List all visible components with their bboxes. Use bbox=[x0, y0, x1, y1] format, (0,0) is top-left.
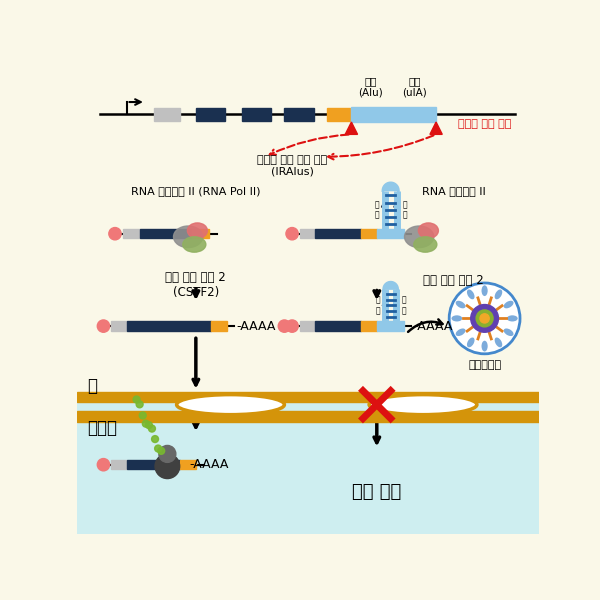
Circle shape bbox=[97, 320, 110, 332]
Ellipse shape bbox=[507, 316, 518, 322]
Bar bbox=[77, 411, 539, 422]
Text: 핵: 핵 bbox=[87, 377, 97, 395]
Circle shape bbox=[136, 401, 143, 408]
Ellipse shape bbox=[418, 223, 439, 238]
Bar bbox=[300, 229, 315, 238]
Circle shape bbox=[476, 310, 493, 327]
Circle shape bbox=[148, 425, 155, 432]
Bar bbox=[181, 460, 196, 469]
Text: 세포질: 세포질 bbox=[87, 419, 117, 437]
Bar bbox=[361, 229, 377, 238]
Ellipse shape bbox=[503, 328, 514, 336]
Bar bbox=[77, 395, 539, 534]
Ellipse shape bbox=[494, 289, 502, 299]
Ellipse shape bbox=[467, 337, 475, 347]
Polygon shape bbox=[383, 183, 398, 191]
Ellipse shape bbox=[173, 226, 203, 248]
Circle shape bbox=[97, 458, 110, 471]
Bar bbox=[127, 460, 181, 469]
Ellipse shape bbox=[176, 395, 284, 415]
Bar bbox=[77, 72, 539, 395]
Ellipse shape bbox=[414, 237, 437, 252]
Ellipse shape bbox=[455, 328, 466, 336]
Text: -AAAA: -AAAA bbox=[236, 320, 275, 332]
Circle shape bbox=[139, 412, 146, 419]
Text: 뒤
엉: 뒤 엉 bbox=[402, 200, 407, 220]
Ellipse shape bbox=[482, 285, 488, 296]
Bar bbox=[315, 229, 361, 238]
Text: -AAAA: -AAAA bbox=[413, 320, 452, 332]
Text: 뒤엉
(uIA): 뒤엉 (uIA) bbox=[402, 76, 427, 97]
Text: 번역 억제: 번역 억제 bbox=[352, 482, 401, 500]
Bar bbox=[196, 108, 225, 121]
Bar bbox=[140, 229, 192, 238]
Bar bbox=[192, 229, 209, 238]
Text: 알
루: 알 루 bbox=[375, 296, 380, 315]
Text: 알루
(Alu): 알루 (Alu) bbox=[358, 76, 383, 97]
Text: RNA 중합효소 II: RNA 중합효소 II bbox=[422, 187, 485, 196]
Circle shape bbox=[278, 320, 290, 332]
Circle shape bbox=[449, 283, 520, 354]
Circle shape bbox=[152, 436, 158, 443]
Circle shape bbox=[155, 445, 161, 452]
Text: 뒤
엉: 뒤 엉 bbox=[401, 296, 406, 315]
Bar bbox=[77, 392, 539, 403]
Bar bbox=[327, 108, 350, 121]
Bar bbox=[211, 322, 227, 331]
Text: 절단 촉진 인자 2
(CSTF2): 절단 촉진 인자 2 (CSTF2) bbox=[166, 271, 226, 299]
Circle shape bbox=[158, 448, 164, 454]
Ellipse shape bbox=[451, 316, 462, 322]
Bar bbox=[123, 229, 140, 238]
Ellipse shape bbox=[187, 223, 208, 238]
Polygon shape bbox=[430, 122, 442, 134]
Circle shape bbox=[142, 420, 149, 427]
Ellipse shape bbox=[455, 301, 466, 308]
Text: -AAAA: -AAAA bbox=[190, 458, 229, 471]
Circle shape bbox=[471, 305, 499, 332]
Bar bbox=[300, 322, 315, 331]
Ellipse shape bbox=[369, 395, 477, 415]
Bar bbox=[315, 322, 361, 331]
Circle shape bbox=[133, 396, 140, 403]
Text: 파라스페클: 파라스페클 bbox=[468, 360, 501, 370]
Text: 역방향 알루 반복 구조
(IRAlus): 역방향 알루 반복 구조 (IRAlus) bbox=[257, 155, 327, 177]
Bar bbox=[242, 108, 271, 121]
Circle shape bbox=[155, 454, 179, 479]
Bar bbox=[377, 229, 404, 238]
Text: 알
루: 알 루 bbox=[374, 200, 379, 220]
Bar bbox=[111, 460, 127, 469]
Bar bbox=[377, 322, 404, 331]
Polygon shape bbox=[345, 122, 358, 134]
Bar bbox=[127, 322, 211, 331]
Text: 잠재적 절단 위치: 잠재적 절단 위치 bbox=[458, 119, 511, 128]
Circle shape bbox=[286, 227, 298, 240]
Circle shape bbox=[159, 445, 176, 463]
Bar bbox=[154, 108, 181, 121]
Bar bbox=[352, 107, 436, 122]
Polygon shape bbox=[384, 282, 398, 289]
Text: RNA 중합효소 II (RNA Pol II): RNA 중합효소 II (RNA Pol II) bbox=[131, 187, 260, 196]
Bar bbox=[284, 108, 314, 121]
Text: 절단 촉진 인자 2: 절단 촉진 인자 2 bbox=[424, 274, 484, 287]
Ellipse shape bbox=[404, 226, 434, 248]
Bar bbox=[111, 322, 127, 331]
Bar bbox=[361, 322, 377, 331]
Ellipse shape bbox=[183, 237, 206, 252]
Ellipse shape bbox=[482, 341, 488, 352]
Ellipse shape bbox=[494, 337, 502, 347]
Circle shape bbox=[480, 314, 489, 323]
Ellipse shape bbox=[503, 301, 514, 308]
Circle shape bbox=[145, 422, 152, 428]
Circle shape bbox=[286, 320, 298, 332]
Circle shape bbox=[109, 227, 121, 240]
Ellipse shape bbox=[467, 289, 475, 299]
